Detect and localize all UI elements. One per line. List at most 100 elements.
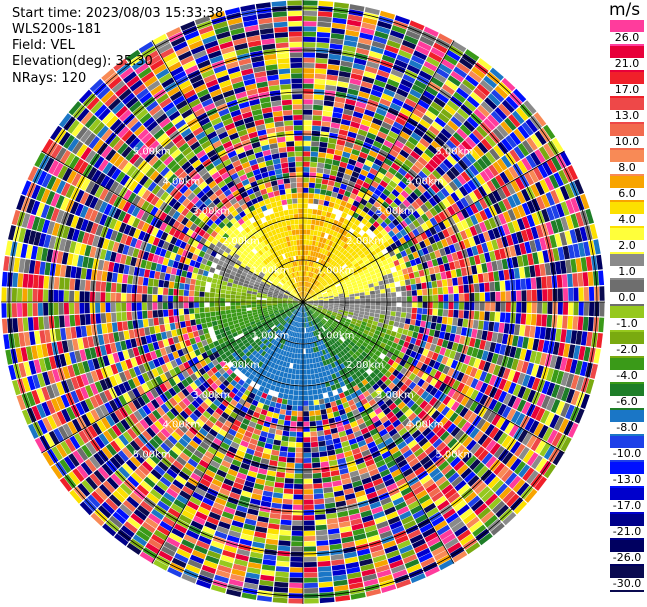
velocity-gate bbox=[397, 459, 408, 469]
velocity-gate bbox=[512, 220, 521, 232]
velocity-gate bbox=[270, 454, 279, 461]
velocity-gate bbox=[575, 330, 583, 345]
velocity-gate bbox=[279, 529, 291, 536]
velocity-gate bbox=[513, 267, 520, 279]
velocity-gate bbox=[318, 152, 326, 158]
velocity-gate bbox=[315, 68, 327, 75]
velocity-gate bbox=[307, 374, 312, 380]
velocity-gate bbox=[327, 143, 336, 150]
velocity-gate bbox=[331, 276, 337, 281]
velocity-gate bbox=[475, 173, 486, 185]
velocity-gate bbox=[365, 406, 374, 415]
velocity-gate bbox=[516, 302, 522, 313]
velocity-gate bbox=[331, 248, 337, 254]
velocity-gate bbox=[563, 302, 569, 315]
velocity-gate bbox=[376, 153, 386, 162]
velocity-gate bbox=[381, 302, 386, 306]
velocity-gate bbox=[372, 140, 383, 149]
velocity-gate bbox=[293, 504, 303, 510]
velocity-gate bbox=[372, 354, 379, 361]
velocity-gate bbox=[416, 142, 427, 152]
velocity-gate bbox=[349, 276, 355, 281]
velocity-gate bbox=[492, 364, 501, 376]
velocity-gate bbox=[323, 295, 329, 298]
velocity-gate bbox=[340, 271, 347, 277]
velocity-gate bbox=[317, 269, 321, 275]
velocity-gate bbox=[434, 214, 443, 224]
velocity-gate bbox=[504, 421, 515, 435]
velocity-gate bbox=[384, 370, 392, 378]
velocity-gate bbox=[424, 200, 433, 210]
velocity-gate bbox=[398, 49, 412, 59]
velocity-gate bbox=[312, 306, 317, 309]
velocity-gate bbox=[462, 436, 473, 448]
velocity-gate bbox=[531, 364, 539, 377]
velocity-gate bbox=[314, 311, 319, 316]
velocity-gate bbox=[316, 420, 323, 426]
velocity-gate bbox=[343, 390, 351, 397]
velocity-gate bbox=[524, 241, 532, 254]
velocity-gate bbox=[437, 231, 446, 240]
velocity-gate bbox=[317, 26, 331, 33]
velocity-gate bbox=[403, 35, 419, 45]
velocity-gate bbox=[473, 462, 485, 475]
velocity-gate bbox=[323, 244, 328, 250]
velocity-gate bbox=[402, 467, 414, 478]
velocity-gate bbox=[423, 502, 437, 514]
velocity-gate bbox=[553, 172, 564, 187]
velocity-gate bbox=[424, 445, 436, 455]
velocity-gate bbox=[436, 92, 449, 104]
velocity-gate bbox=[306, 364, 310, 370]
velocity-gate bbox=[562, 315, 568, 329]
velocity-gate bbox=[521, 432, 533, 446]
velocity-gate bbox=[379, 213, 388, 221]
velocity-gate bbox=[403, 208, 412, 217]
velocity-gate bbox=[519, 267, 526, 279]
velocity-gate bbox=[333, 237, 339, 244]
velocity-gate bbox=[321, 226, 327, 233]
velocity-gate bbox=[391, 468, 402, 478]
velocity-gate bbox=[569, 229, 578, 244]
velocity-gate bbox=[310, 291, 315, 295]
velocity-gate bbox=[377, 69, 390, 78]
velocity-gate bbox=[297, 348, 301, 354]
velocity-gate bbox=[463, 120, 476, 132]
velocity-gate bbox=[416, 283, 422, 290]
velocity-gate bbox=[525, 313, 532, 325]
velocity-gate bbox=[334, 96, 346, 104]
velocity-gate bbox=[329, 543, 342, 551]
velocity-gate bbox=[452, 177, 463, 189]
velocity-gate bbox=[330, 284, 336, 288]
velocity-gate bbox=[213, 325, 219, 331]
velocity-gate bbox=[515, 279, 521, 290]
velocity-gate bbox=[331, 323, 337, 328]
velocity-gate bbox=[494, 107, 507, 120]
velocity-gate bbox=[496, 124, 509, 138]
velocity-gate bbox=[438, 176, 448, 187]
velocity-gate bbox=[492, 500, 506, 514]
velocity-gate bbox=[305, 287, 307, 292]
velocity-gate bbox=[348, 288, 354, 293]
velocity-gate bbox=[555, 328, 562, 342]
velocity-gate bbox=[306, 294, 311, 299]
velocity-gate bbox=[373, 201, 381, 209]
velocity-gate bbox=[555, 400, 566, 416]
velocity-gate bbox=[491, 332, 498, 343]
velocity-gate bbox=[326, 518, 338, 525]
velocity-gate bbox=[421, 282, 427, 289]
velocity-gate bbox=[463, 310, 469, 319]
velocity-gate bbox=[400, 383, 408, 392]
velocity-gate bbox=[325, 286, 331, 291]
velocity-gate bbox=[457, 159, 469, 171]
velocity-gate bbox=[453, 302, 459, 310]
velocity-gate bbox=[133, 328, 140, 338]
velocity-gate bbox=[357, 405, 366, 413]
velocity-gate bbox=[392, 226, 400, 235]
velocity-gate bbox=[456, 504, 470, 516]
velocity-gate bbox=[320, 279, 325, 284]
velocity-gate bbox=[460, 171, 471, 182]
velocity-gate bbox=[391, 432, 401, 441]
velocity-gate bbox=[303, 224, 307, 230]
velocity-gate bbox=[394, 93, 406, 103]
velocity-gate bbox=[481, 330, 488, 341]
